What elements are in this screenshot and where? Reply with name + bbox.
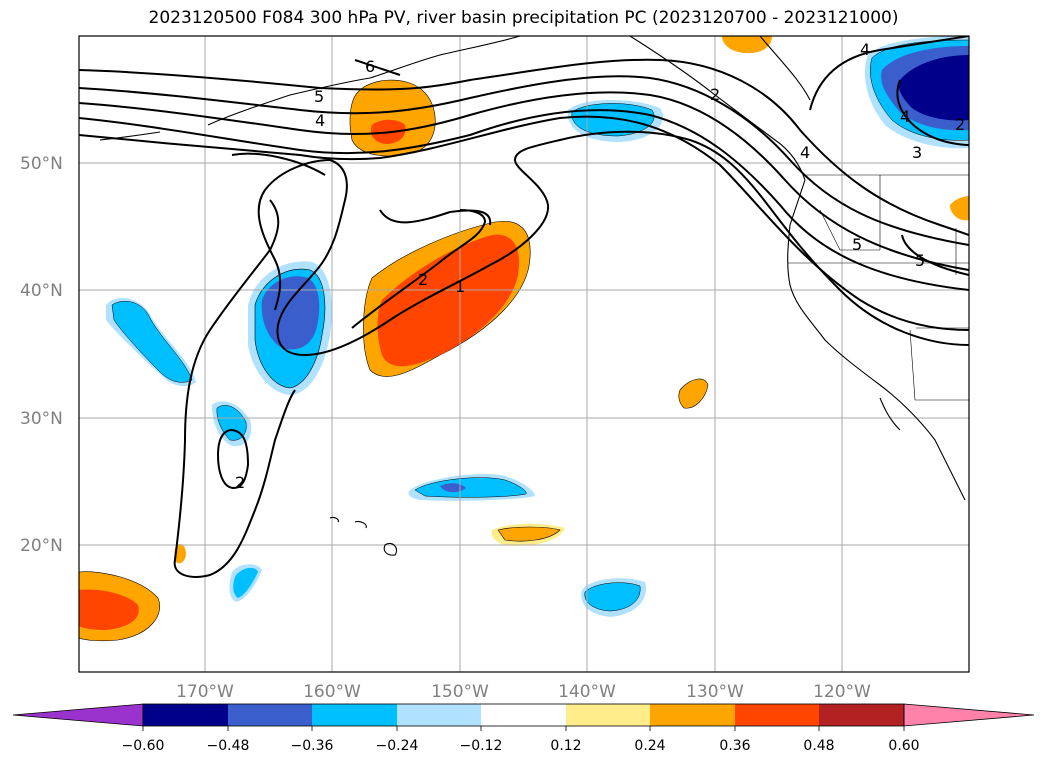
colorbar-segment xyxy=(312,704,397,726)
colorbar-tick-label: −0.36 xyxy=(291,738,334,754)
lat-label: 20°N xyxy=(20,536,63,556)
lon-label: 150°W xyxy=(431,682,489,702)
contour-label: 2 xyxy=(235,473,245,492)
colorbar-tick-label: −0.24 xyxy=(376,738,419,754)
lat-label: 40°N xyxy=(20,281,63,301)
contour-label: 1 xyxy=(455,277,465,296)
contour-label: 2 xyxy=(955,115,965,134)
colorbar-tick-label: −0.48 xyxy=(207,738,250,754)
colorbar-tick-label: 0.36 xyxy=(719,738,750,754)
colorbar-tick-label: 0.12 xyxy=(550,738,581,754)
contour-labels: 6 5 4 2 1 2 4 4 5 2 5 4 3 2 xyxy=(235,40,965,492)
contour-label: 6 xyxy=(365,57,375,76)
contour-label: 4 xyxy=(900,107,910,126)
contour-label: 2 xyxy=(710,85,720,104)
colorbar-segment xyxy=(819,704,904,726)
map-plot-area: 6 5 4 2 1 2 4 4 5 2 5 4 3 2 xyxy=(79,36,969,672)
contour-label: 5 xyxy=(915,251,925,270)
contour-label: 2 xyxy=(418,270,428,289)
lon-label: 120°W xyxy=(813,682,871,702)
colorbar-tick-label: 0.60 xyxy=(888,738,919,754)
colorbar-extend-max xyxy=(903,703,1035,727)
colorbar-tick-label: −0.12 xyxy=(460,738,503,754)
contour-label: 3 xyxy=(912,143,922,162)
graticule xyxy=(79,36,969,672)
colorbar-segment xyxy=(397,704,481,726)
colorbar-segment xyxy=(228,704,312,726)
lat-label: 30°N xyxy=(20,409,63,429)
colorbar-segment xyxy=(566,704,650,726)
lon-label: 140°W xyxy=(558,682,616,702)
colorbar-tick-label: 0.24 xyxy=(634,738,665,754)
colorbar-tick-label: 0.48 xyxy=(803,738,834,754)
colorbar-segment xyxy=(481,704,566,726)
lat-label: 50°N xyxy=(20,154,63,174)
lon-label: 130°W xyxy=(686,682,744,702)
pv-contours xyxy=(79,36,969,578)
contour-label: 4 xyxy=(315,111,325,130)
map-frame xyxy=(78,35,970,673)
contour-label: 4 xyxy=(860,40,870,59)
lon-label: 170°W xyxy=(176,682,234,702)
map-title: 2023120500 F084 300 hPa PV, river basin … xyxy=(148,8,899,28)
colorbar: −0.60 −0.48 −0.36 −0.24 −0.12 0.12 0.24 … xyxy=(12,703,1035,754)
contour-label: 4 xyxy=(800,143,810,162)
longitude-labels: 170°W 160°W 150°W 140°W 130°W 120°W xyxy=(176,682,871,702)
colorbar-segment xyxy=(735,704,819,726)
colorbar-tick-label: −0.60 xyxy=(122,738,165,754)
contour-label: 5 xyxy=(314,87,324,106)
colorbar-segment xyxy=(143,704,228,726)
negative-anomaly-patches xyxy=(106,36,969,617)
contour-label: 5 xyxy=(852,235,862,254)
colorbar-extend-min xyxy=(12,703,144,727)
colorbar-segment xyxy=(650,704,735,726)
lon-label: 160°W xyxy=(303,682,361,702)
latitude-labels: 50°N 40°N 30°N 20°N xyxy=(20,154,63,556)
